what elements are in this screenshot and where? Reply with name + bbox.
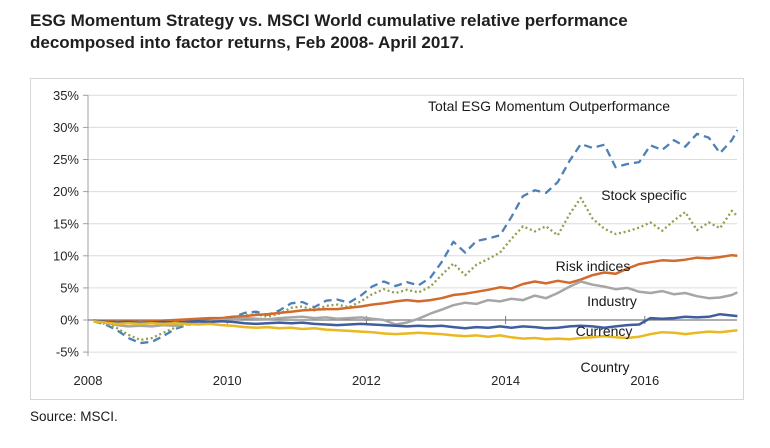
y-tick-label: 25% — [53, 152, 79, 167]
series-line-4 — [93, 312, 738, 330]
series-line-0 — [93, 129, 739, 345]
y-tick-label: 0% — [60, 313, 79, 328]
series-label-2: Risk indices — [556, 258, 631, 274]
y-tick-label: 15% — [53, 216, 79, 231]
source-note: Source: MSCI. — [30, 409, 118, 424]
y-tick-label: 20% — [53, 184, 79, 199]
series-label-3: Industry — [587, 293, 637, 309]
series-label-5: Country — [580, 359, 629, 375]
x-tick-label: 2014 — [491, 373, 520, 388]
x-tick-label: 2008 — [74, 373, 103, 388]
chart-frame: 35% 30% 25% 20% 15% 10% 5% 0% -5% 2008 2010 2012 201… — [30, 78, 744, 400]
x-tick-label: 2010 — [213, 373, 242, 388]
series-label-1: Stock specific — [601, 187, 687, 203]
series-line-5 — [93, 320, 738, 341]
series-line-2 — [93, 253, 738, 324]
x-tick-label: 2016 — [630, 373, 659, 388]
y-tick-label: -5% — [56, 345, 80, 360]
y-tick-label: 5% — [60, 281, 79, 296]
line-chart: 35% 30% 25% 20% 15% 10% 5% 0% -5% 2008 2010 2012 201… — [53, 88, 739, 388]
x-tick-label: 2012 — [352, 373, 381, 388]
series-label-4: Currency — [576, 323, 633, 339]
y-tick-label: 10% — [53, 248, 79, 263]
chart-title: ESG Momentum Strategy vs. MSCI World cum… — [30, 11, 628, 53]
y-tick-label: 30% — [53, 120, 79, 135]
y-tick-label: 35% — [53, 88, 79, 103]
series-label-0: Total ESG Momentum Outperformance — [428, 98, 670, 114]
